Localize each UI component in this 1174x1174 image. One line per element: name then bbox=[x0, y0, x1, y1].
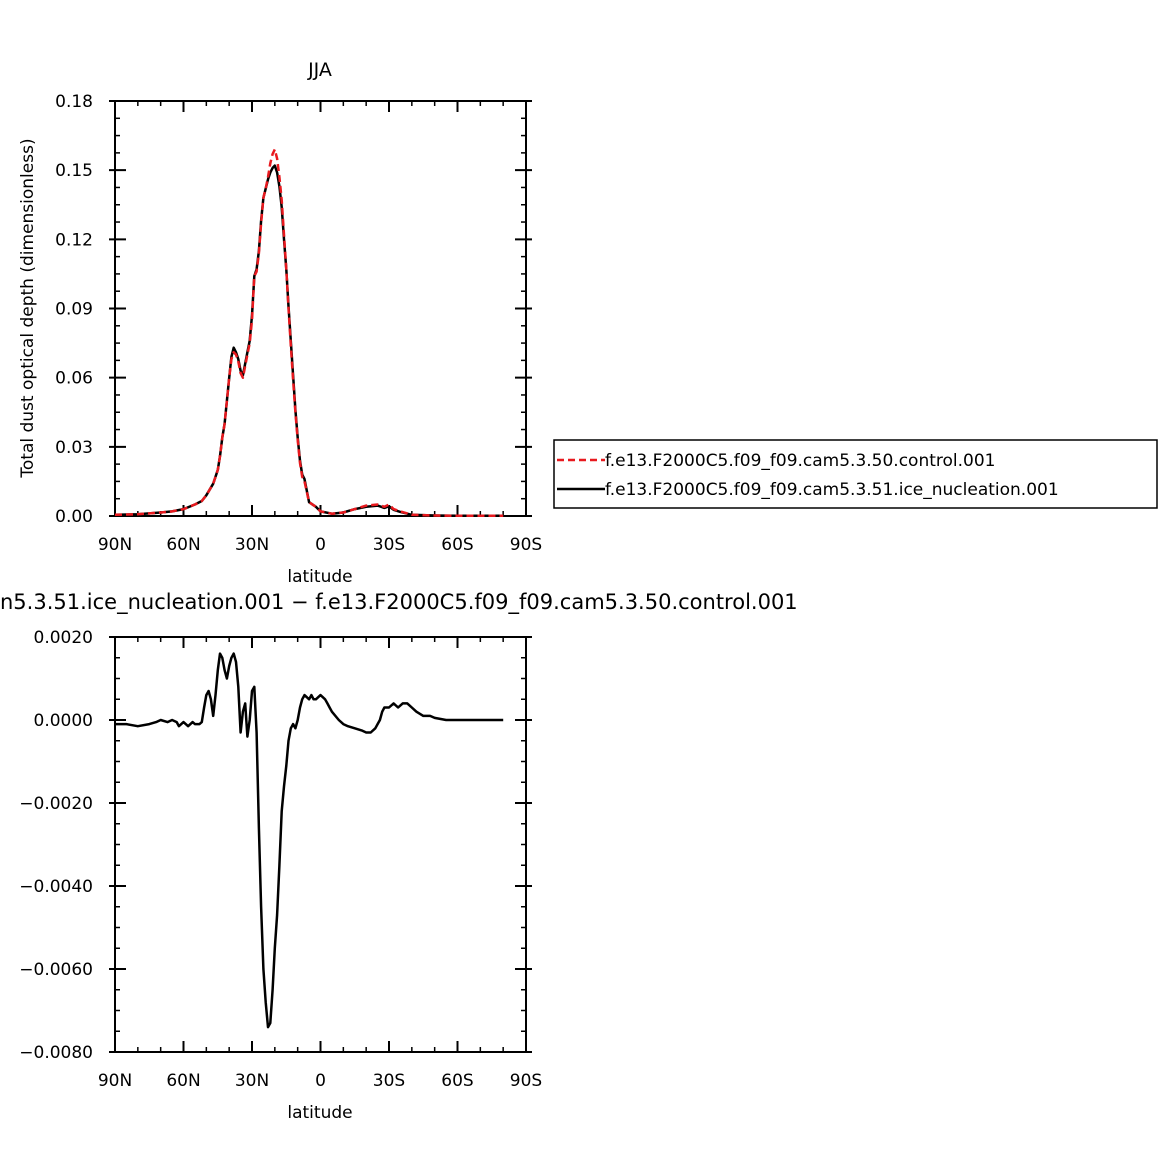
top-x-tick-label: 60S bbox=[441, 535, 473, 555]
bottom-x-axis-label: latitude bbox=[287, 1103, 352, 1123]
bottom-y-tick-label: −0.0020 bbox=[19, 794, 93, 814]
bottom-x-tick-label: 0 bbox=[315, 1071, 326, 1091]
bottom-plot-area: 90N 60N 30N 0 30S 60S 90S 0.0020 0.0000 −0.0020 −0… bbox=[19, 628, 542, 1091]
bottom-x-tick-label: 90S bbox=[510, 1071, 542, 1091]
bottom-x-tick-label: 90N bbox=[98, 1071, 132, 1091]
top-x-tick-label: 30N bbox=[235, 535, 269, 555]
bottom-x-tick-label: 60N bbox=[166, 1071, 200, 1091]
top-x-tick-label: 60N bbox=[166, 535, 200, 555]
top-x-axis-label: latitude bbox=[287, 567, 352, 587]
top-x-tick-label: 0 bbox=[315, 535, 326, 555]
top-plot-area: 90N 60N 30N 0 30S 60S 90S 0.00 0.03 0.06 0.09 0.12 0… bbox=[55, 92, 542, 555]
legend-label-ice-nucleation: f.e13.F2000C5.f09_f09.cam5.3.51.ice_nucl… bbox=[605, 480, 1059, 500]
bottom-chart-title: n5.3.51.ice_nucleation.001 − f.e13.F2000… bbox=[0, 590, 798, 615]
top-x-tick-label: 30S bbox=[373, 535, 405, 555]
bottom-x-tick-label: 30S bbox=[373, 1071, 405, 1091]
top-y-tick-label: 0.09 bbox=[55, 300, 93, 320]
top-y-tick-label: 0.15 bbox=[55, 161, 93, 181]
top-panel: JJA Total dust optical depth (dimensionl… bbox=[18, 59, 542, 587]
bottom-series-line-0 bbox=[115, 652, 504, 1029]
bottom-y-tick-label: −0.0080 bbox=[19, 1043, 93, 1063]
bottom-x-tick-label: 60S bbox=[441, 1071, 473, 1091]
bottom-y-tick-label: −0.0040 bbox=[19, 877, 93, 897]
top-y-tick-label: 0.06 bbox=[55, 369, 93, 389]
top-chart-title: JJA bbox=[307, 59, 332, 81]
legend: f.e13.F2000C5.f09_f09.cam5.3.50.control.… bbox=[553, 439, 1158, 509]
bottom-x-tick-label: 30N bbox=[235, 1071, 269, 1091]
bottom-y-tick-label: 0.0000 bbox=[34, 711, 93, 731]
top-y-tick-label: 0.12 bbox=[55, 230, 93, 250]
top-x-tick-label: 90S bbox=[510, 535, 542, 555]
bottom-y-tick-label: −0.0060 bbox=[19, 960, 93, 980]
top-y-tick-label: 0.18 bbox=[55, 92, 93, 112]
top-x-tick-label: 90N bbox=[98, 535, 132, 555]
legend-box bbox=[553, 439, 1158, 509]
bottom-y-tick-label: 0.0020 bbox=[34, 628, 93, 648]
top-y-axis-label: Total dust optical depth (dimensionless) bbox=[18, 138, 38, 478]
bottom-panel: n5.3.51.ice_nucleation.001 − f.e13.F2000… bbox=[0, 590, 798, 1123]
legend-label-control: f.e13.F2000C5.f09_f09.cam5.3.50.control.… bbox=[605, 451, 996, 471]
top-series-line-0 bbox=[114, 148, 504, 518]
top-plot-frame bbox=[114, 100, 527, 517]
top-y-tick-label: 0.00 bbox=[55, 507, 93, 527]
bottom-plot-frame bbox=[114, 636, 527, 1053]
top-y-tick-label: 0.03 bbox=[55, 438, 93, 458]
top-series-line-1 bbox=[114, 164, 504, 518]
